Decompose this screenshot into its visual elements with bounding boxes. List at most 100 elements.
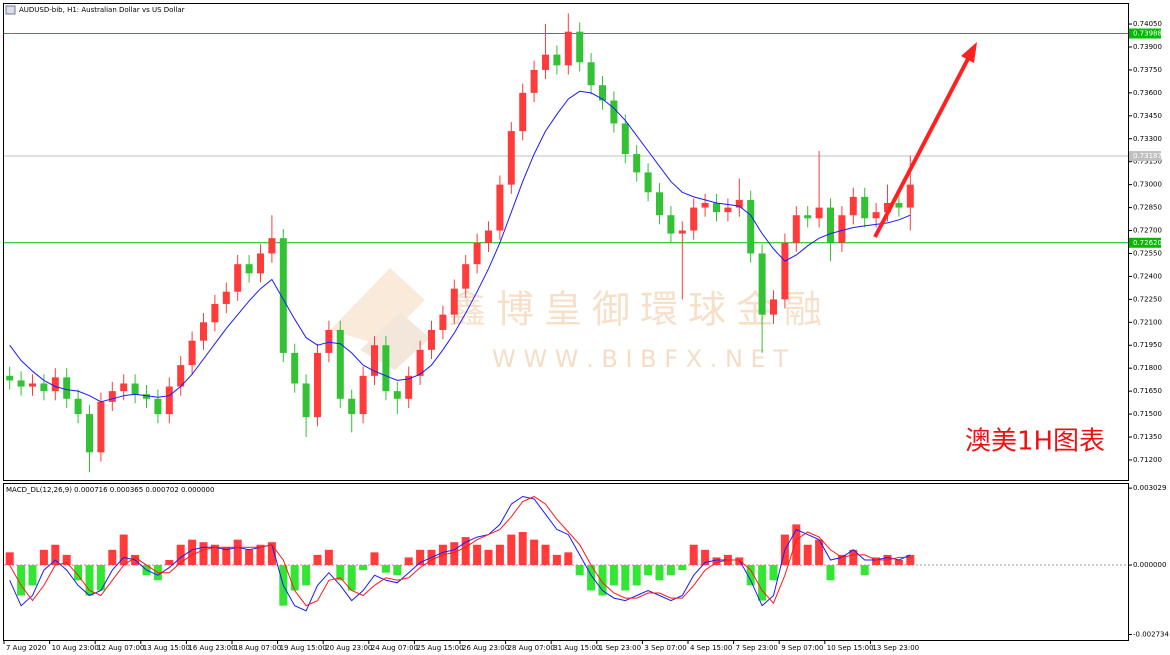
candle-body: [211, 303, 219, 323]
level-label-box: [1129, 237, 1161, 248]
histogram-bar: [108, 549, 117, 566]
histogram-bar: [872, 557, 881, 566]
moving-average: [9, 90, 911, 403]
histogram-bar: [245, 549, 254, 566]
y-tick-label: 0.71500: [1133, 410, 1162, 418]
histogram-bar: [17, 565, 26, 596]
histogram-bar: [632, 565, 641, 586]
candle-body: [177, 365, 185, 387]
arrow-head: [961, 42, 977, 63]
x-tick-label: 20 Aug 23:00: [325, 644, 372, 652]
x-tick-label: 28 Aug 07:00: [508, 644, 555, 652]
candle-body: [781, 242, 789, 300]
histogram-bar: [837, 554, 846, 566]
candle-body: [257, 253, 264, 274]
candle-body: [838, 215, 846, 243]
candle-body: [371, 345, 378, 376]
histogram-bar: [495, 544, 504, 566]
candle-body: [428, 329, 435, 350]
histogram-bar: [564, 552, 573, 566]
histogram-bar: [290, 565, 299, 591]
histogram-bar: [552, 554, 561, 566]
candle-body: [234, 264, 242, 292]
y-tick-label: 0.72700: [1133, 227, 1162, 235]
candle-body: [268, 238, 276, 254]
y-tick-label: 0.72550: [1133, 249, 1162, 257]
histogram-bar: [735, 557, 744, 566]
x-tick-label: 25 Aug 15:00: [416, 644, 463, 652]
histogram-bar: [575, 565, 584, 576]
histogram-bar: [906, 554, 915, 566]
candle-body: [758, 253, 766, 315]
histogram-bar: [267, 542, 276, 566]
histogram-bar: [712, 557, 721, 566]
histogram-bar: [484, 549, 493, 566]
candle-body: [97, 401, 105, 453]
candle-body: [382, 345, 390, 392]
histogram-bar: [746, 565, 755, 586]
histogram-bar: [176, 544, 185, 566]
histogram-bar: [507, 534, 516, 566]
candle-body: [131, 383, 139, 395]
candle-body: [610, 100, 618, 124]
candle-body: [405, 375, 413, 399]
candle-body: [348, 398, 356, 415]
y-tick-label: 0.73300: [1133, 135, 1162, 143]
candle-body: [895, 202, 903, 208]
y-tick-label: 0.73450: [1133, 112, 1162, 120]
histogram-bar: [792, 524, 801, 566]
annotation: 澳美1H图表: [965, 427, 1105, 457]
candle-body: [701, 202, 709, 208]
y-tick-label: 0.72400: [1133, 272, 1162, 280]
candle-body: [29, 383, 36, 387]
candle-body: [17, 380, 25, 387]
candle-body: [120, 383, 128, 392]
histogram-bar: [473, 544, 482, 566]
candle-body: [200, 322, 207, 341]
candle-body: [393, 391, 401, 399]
candle-body: [747, 199, 755, 254]
histogram-bar: [689, 544, 698, 566]
candle-body: [576, 31, 584, 63]
histogram-bar: [336, 565, 345, 581]
histogram-bar: [359, 565, 368, 571]
x-tick-label: 9 Sep 07:00: [781, 644, 823, 652]
histogram-bar: [188, 539, 197, 566]
candle-body: [86, 414, 93, 453]
candle-body: [359, 375, 367, 415]
x-tick-label: 7 Aug 2020: [6, 644, 46, 652]
x-tick-label: 18 Aug 07:00: [234, 644, 281, 652]
histogram-bar: [826, 565, 835, 581]
y-tick-label: 0.72100: [1133, 318, 1162, 326]
candle-body: [656, 192, 663, 216]
histogram-bar: [256, 544, 265, 566]
y-tick-label: 0.73900: [1133, 43, 1162, 51]
y-tick-label: 0.000000: [1133, 561, 1166, 569]
histogram-bar: [85, 565, 94, 596]
candle-body: [222, 291, 230, 304]
candle-body: [770, 299, 777, 315]
candle-body: [815, 207, 823, 219]
histogram-bar: [74, 565, 83, 581]
candle-body: [291, 352, 299, 384]
x-tick-label: 10 Sep 15:00: [827, 644, 874, 652]
watermark-logo: [330, 268, 430, 370]
histogram-bar: [609, 565, 618, 586]
x-tick-label: 7 Sep 23:00: [736, 644, 778, 652]
level-label: 0.73187: [1133, 152, 1162, 160]
y-tick-label: 0.74050: [1133, 20, 1162, 28]
histogram-bar: [233, 539, 242, 566]
histogram-bar: [461, 537, 470, 566]
candle-body: [690, 207, 698, 231]
candle-body: [154, 398, 162, 415]
candle-body: [63, 377, 71, 399]
watermark-url: W W W . B I B F X . N E T: [492, 345, 788, 373]
candle-body: [644, 172, 652, 193]
candle-body: [519, 92, 527, 132]
candle-body: [279, 238, 287, 353]
chart-title: AUDUSD-bib, H1: Australian Dollar vs US …: [19, 6, 185, 14]
y-tick-label: 0.72850: [1133, 204, 1162, 212]
y-tick-label: 0.71800: [1133, 364, 1162, 372]
macd-title: MACD_DL(12,26,9) 0.000716 0.000365 0.000…: [6, 486, 214, 494]
